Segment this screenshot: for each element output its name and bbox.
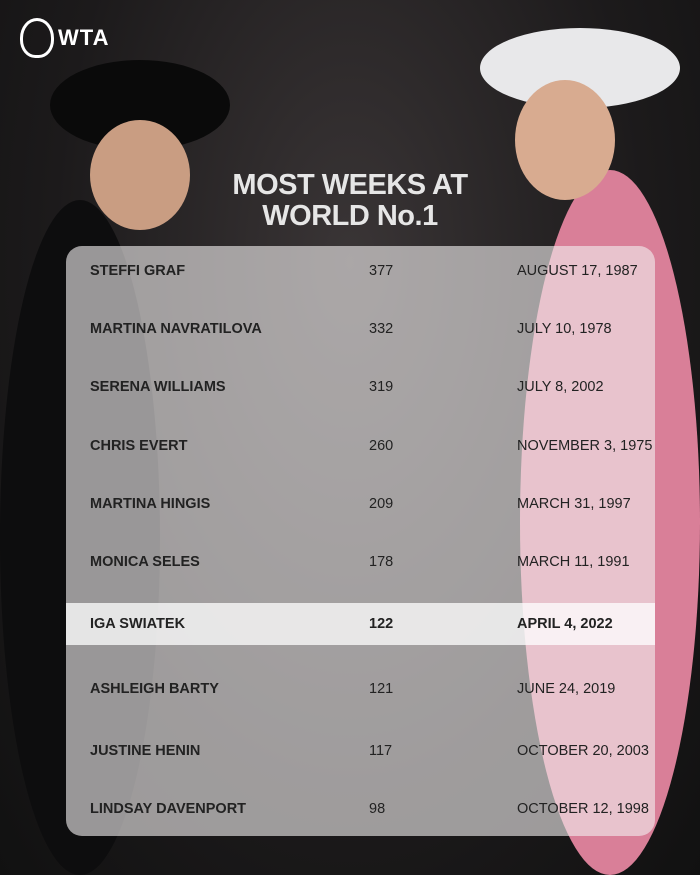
- player-date: OCTOBER 20, 2003: [517, 743, 649, 759]
- player-date: MARCH 11, 1991: [517, 554, 630, 570]
- title-line-1: MOST WEEKS AT: [232, 169, 468, 201]
- logo-text: WTA: [58, 25, 110, 50]
- player-weeks: 98: [369, 801, 386, 817]
- player-date: NOVEMBER 3, 1975: [517, 438, 653, 454]
- table-row: MARTINA NAVRATILOVA 332 JULY 10, 1978: [66, 308, 655, 350]
- table-row: CHRIS EVERT 260 NOVEMBER 3, 1975: [66, 425, 655, 467]
- player-weeks: 209: [369, 496, 394, 512]
- player-date: AUGUST 17, 1987: [517, 263, 638, 279]
- player-date: MARCH 31, 1997: [517, 496, 631, 512]
- player-date: APRIL 4, 2022: [517, 616, 613, 632]
- table-row: MONICA SELES 178 MARCH 11, 1991: [66, 541, 655, 583]
- player-date: JULY 8, 2002: [517, 379, 604, 395]
- player-name: MARTINA HINGIS: [90, 496, 211, 512]
- player-date: JULY 10, 1978: [517, 321, 612, 337]
- table-row: JUSTINE HENIN 117 OCTOBER 20, 2003: [66, 730, 655, 772]
- player-weeks: 319: [369, 379, 394, 395]
- player-date: OCTOBER 12, 1998: [517, 801, 649, 817]
- table-row: ASHLEIGH BARTY 121 JUNE 24, 2019: [66, 668, 655, 710]
- player-name: MONICA SELES: [90, 554, 200, 570]
- player-name: LINDSAY DAVENPORT: [90, 801, 247, 817]
- player-weeks: 122: [369, 616, 394, 632]
- player-name: STEFFI GRAF: [90, 263, 186, 279]
- wta-logo: WTA: [20, 18, 109, 58]
- title-line-2: WORLD No.1: [262, 200, 438, 232]
- player-weeks: 377: [369, 263, 394, 279]
- table-row: LINDSAY DAVENPORT 98 OCTOBER 12, 1998: [66, 788, 655, 830]
- player-name: CHRIS EVERT: [90, 438, 188, 454]
- table-row: SERENA WILLIAMS 319 JULY 8, 2002: [66, 366, 655, 408]
- player-weeks: 260: [369, 438, 394, 454]
- player-name: IGA SWIATEK: [90, 616, 186, 632]
- table-row: STEFFI GRAF 377 AUGUST 17, 1987: [66, 250, 655, 292]
- player-name: SERENA WILLIAMS: [90, 379, 226, 395]
- player-weeks: 178: [369, 554, 394, 570]
- player-name: MARTINA NAVRATILOVA: [90, 321, 262, 337]
- player-name: JUSTINE HENIN: [90, 743, 201, 759]
- rankings-table: STEFFI GRAF 377 AUGUST 17, 1987 MARTINA NAV…: [66, 246, 655, 836]
- player-weeks: 332: [369, 321, 394, 337]
- player-left-face: [90, 120, 190, 230]
- player-right-face: [515, 80, 615, 200]
- player-weeks: 117: [369, 743, 393, 759]
- wta-logo-icon: [20, 18, 54, 58]
- table-row: IGA SWIATEK 122 APRIL 4, 2022: [66, 603, 655, 645]
- player-name: ASHLEIGH BARTY: [90, 681, 219, 697]
- player-date: JUNE 24, 2019: [517, 681, 616, 697]
- page-title: MOST WEEKS AT WORLD No.1: [0, 170, 700, 232]
- player-weeks: 121: [369, 681, 394, 697]
- table-row: MARTINA HINGIS 209 MARCH 31, 1997: [66, 483, 655, 525]
